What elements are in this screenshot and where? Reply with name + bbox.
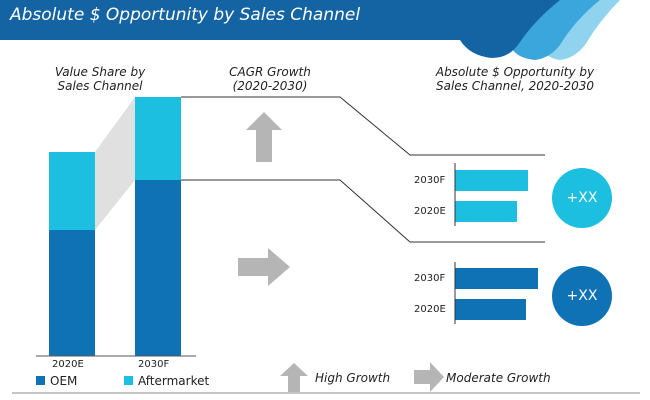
legend-aftermarket-label: Aftermarket <box>138 374 210 388</box>
legend-aftermarket: Aftermarket <box>124 374 209 388</box>
oem-tick-2020e: 2020E <box>414 304 446 315</box>
oem-tick-2030f: 2030F <box>414 273 446 284</box>
value-share-title: Value Share by Sales Channel <box>54 65 146 93</box>
bar-aftermarket-2030F <box>135 97 181 180</box>
bar-oem-2030F <box>135 180 181 356</box>
legend-oem: OEM <box>36 374 77 388</box>
oem-badge: +XX <box>552 266 612 326</box>
connector-line-bottom <box>181 179 545 243</box>
page-title: Absolute $ Opportunity by Sales Channel <box>10 5 361 25</box>
am-tick-2030f: 2030F <box>414 175 446 186</box>
connector-line-top <box>181 96 545 156</box>
legend-moderate-growth: Moderate Growth <box>446 371 551 385</box>
absolute-title: Absolute $ Opportunity by Sales Channel,… <box>435 65 595 93</box>
tick-2020e: 2020E <box>52 359 84 370</box>
legend-high-growth: High Growth <box>315 371 391 385</box>
hbar-oem-2020E <box>455 299 526 320</box>
legend-right-arrow-icon <box>414 362 444 392</box>
legend-up-arrow-icon <box>280 363 308 392</box>
tick-2030f: 2030F <box>138 359 170 370</box>
oem-swatch <box>36 376 45 385</box>
am-tick-2020e: 2020E <box>414 206 446 217</box>
right-arrow-icon <box>238 248 290 286</box>
share-connector <box>95 97 135 230</box>
hbar-oem-2030F <box>455 268 538 289</box>
header-band <box>0 0 560 58</box>
up-arrow-icon <box>246 112 282 162</box>
aftermarket-swatch <box>124 376 133 385</box>
cagr-title: CAGR Growth (2020-2030) <box>229 65 311 93</box>
bar-aftermarket-2020E <box>49 152 95 230</box>
legend-oem-label: OEM <box>50 374 78 388</box>
hbar-aftermarket-2020E <box>455 201 517 222</box>
aftermarket-badge: +XX <box>552 168 612 228</box>
bar-oem-2020E <box>49 230 95 356</box>
hbar-aftermarket-2030F <box>455 170 528 191</box>
